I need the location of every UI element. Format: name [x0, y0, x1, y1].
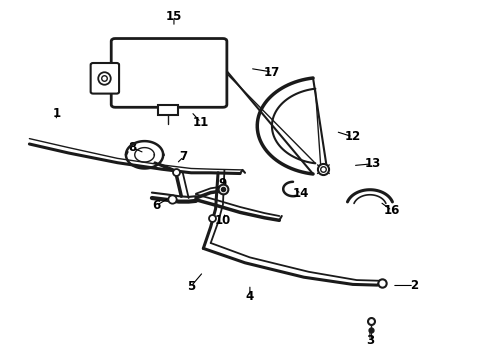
Text: 3: 3 — [366, 334, 374, 347]
Text: 9: 9 — [219, 177, 227, 190]
Text: 17: 17 — [264, 66, 280, 78]
Text: 16: 16 — [384, 204, 400, 217]
Text: 10: 10 — [215, 214, 231, 227]
Text: 11: 11 — [193, 116, 209, 129]
Text: 15: 15 — [166, 10, 182, 23]
Text: 12: 12 — [344, 130, 361, 143]
Text: 5: 5 — [187, 280, 195, 293]
FancyBboxPatch shape — [91, 63, 119, 94]
Text: 7: 7 — [180, 150, 188, 163]
FancyBboxPatch shape — [111, 39, 227, 107]
Text: 14: 14 — [293, 187, 310, 200]
Bar — [158, 105, 178, 115]
Text: 6: 6 — [153, 199, 161, 212]
Text: 4: 4 — [246, 291, 254, 303]
Text: 2: 2 — [410, 279, 418, 292]
Text: 13: 13 — [364, 157, 381, 170]
Text: 8: 8 — [128, 141, 136, 154]
Text: 1: 1 — [52, 107, 60, 120]
